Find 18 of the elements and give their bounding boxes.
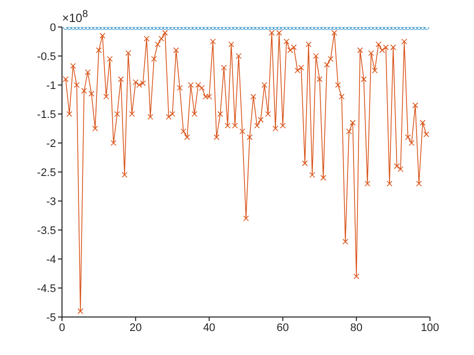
x-tick-label: 80 bbox=[350, 322, 363, 334]
x-tick-label: 20 bbox=[129, 322, 142, 334]
x-tick-label: 40 bbox=[203, 322, 216, 334]
y-tick-label: -2 bbox=[46, 138, 56, 150]
x-tick-label: 100 bbox=[420, 322, 440, 334]
y-tick-label: -4.5 bbox=[37, 282, 56, 295]
y-tick-label: -4 bbox=[46, 254, 56, 266]
y-tick-label: -5 bbox=[46, 312, 56, 324]
text: ×10$^{8}$ bbox=[62, 8, 88, 25]
y-tick-label: -1.5 bbox=[37, 108, 56, 121]
y-tick-label: -2.5 bbox=[37, 166, 56, 179]
y-tick-label: -3.5 bbox=[37, 224, 56, 237]
y-tick-label: -1 bbox=[46, 80, 56, 92]
y-tick-label: 0 bbox=[50, 22, 56, 34]
x-tick-label: 60 bbox=[276, 322, 289, 334]
y-tick-label: -0.5 bbox=[37, 50, 56, 63]
x-tick-label: 0 bbox=[58, 322, 66, 334]
y-tick-label: -3 bbox=[46, 196, 56, 208]
